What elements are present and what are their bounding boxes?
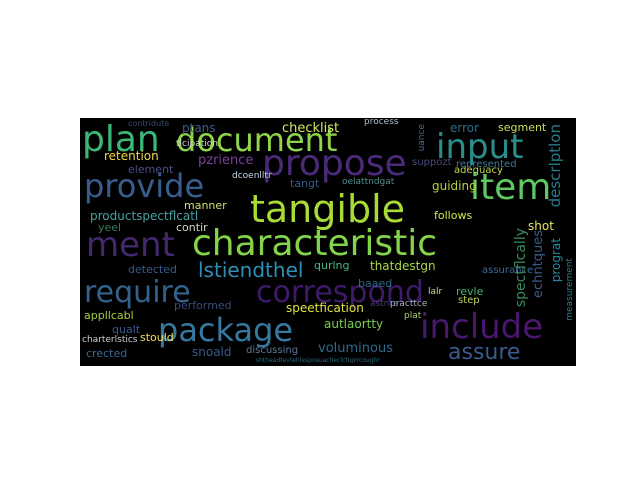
- word-prograt: prograt: [549, 238, 563, 283]
- word-contridute: contridute: [128, 119, 170, 128]
- word-shthead: shtheadtevtehlesposuacheclcfupircoughr: [256, 357, 380, 364]
- word-correspond: correspond: [256, 275, 424, 310]
- word-voluminous: voluminous: [318, 341, 393, 356]
- word-lstiendthel: lstiendthel: [198, 258, 304, 282]
- word-charterlstics: charterlstics: [82, 335, 138, 345]
- word-require: require: [84, 275, 191, 310]
- word-oelattndgat: oelattndgat: [342, 177, 395, 187]
- word-baaed: baaed: [358, 277, 393, 290]
- word-tangt: tangt: [290, 177, 320, 190]
- word-stould: stould: [140, 331, 174, 344]
- word-autlaortty: autlaortty: [324, 317, 384, 331]
- word-document: document: [176, 121, 338, 159]
- word-provide: provide: [84, 167, 205, 205]
- word-item: item: [470, 167, 552, 208]
- word-follows: follows: [434, 209, 473, 222]
- word-dcoenlltr: dcoenlltr: [232, 171, 272, 181]
- word-qualt: qualt: [112, 323, 141, 336]
- word-plan: plan: [82, 119, 160, 160]
- word-assure: assure: [448, 340, 521, 365]
- word-adequacy: adequacy: [454, 165, 503, 176]
- word-assurance: assurance: [482, 265, 534, 276]
- word-ptans: ptans: [182, 121, 216, 135]
- word-guiding: guiding: [432, 179, 477, 193]
- word-performed: performed: [174, 299, 232, 312]
- word-tlcipation: tlcipation: [176, 139, 218, 149]
- word-astnre: astnre: [370, 299, 399, 309]
- word-echntques: echntques: [531, 230, 546, 298]
- word-discussing: discussing: [246, 345, 299, 356]
- word-suppozt: suppozt: [412, 157, 452, 168]
- word-speetfication: speetfication: [286, 301, 364, 315]
- word-plat: plat: [404, 311, 422, 321]
- word-revle: revle: [456, 285, 484, 298]
- word-crected: crected: [86, 347, 128, 360]
- word-snoald: snoald: [192, 345, 232, 359]
- word-descrlptlon-main: descrlptlon: [546, 124, 564, 208]
- word-detected: detected: [128, 263, 177, 276]
- word-uance: uance: [417, 124, 427, 152]
- word-shot: shot: [528, 219, 554, 233]
- word-package: package: [158, 311, 294, 349]
- word-qurlng: qurlng: [314, 259, 350, 272]
- word-step: step: [458, 295, 480, 306]
- word-pzrience: pzrience: [198, 153, 254, 168]
- word-element: element: [128, 163, 174, 176]
- word-lalr: lalr: [428, 287, 443, 297]
- word-error: error: [450, 121, 480, 135]
- word-input: input: [436, 127, 524, 167]
- word-process: process: [364, 118, 399, 127]
- word-checklist: checklist: [282, 121, 340, 136]
- word-propose: propose: [262, 143, 407, 184]
- word-characteristic: characteristic: [192, 223, 438, 264]
- word-include: include: [420, 307, 544, 347]
- word-practtce: practtce: [390, 299, 428, 309]
- word-represented: represented: [456, 159, 517, 170]
- word-appllcabl: appllcabl: [84, 309, 134, 322]
- word-measurement: measurement: [565, 258, 575, 321]
- word-contir: contir: [176, 221, 208, 234]
- word-ment: ment: [86, 225, 175, 265]
- word-tangible: tangible: [250, 187, 406, 231]
- word-cloud: plan document input propose provide item…: [80, 118, 576, 366]
- word-spectflcally: spectflcally: [513, 228, 529, 308]
- word-thatdestgn: thatdestgn: [370, 259, 436, 273]
- word-yeel: yeel: [98, 221, 122, 234]
- word-manner: manner: [184, 199, 227, 212]
- word-productspectflcatl: productspectflcatl: [90, 209, 199, 223]
- word-retention: retention: [104, 149, 159, 163]
- word-segment: segment: [498, 121, 547, 134]
